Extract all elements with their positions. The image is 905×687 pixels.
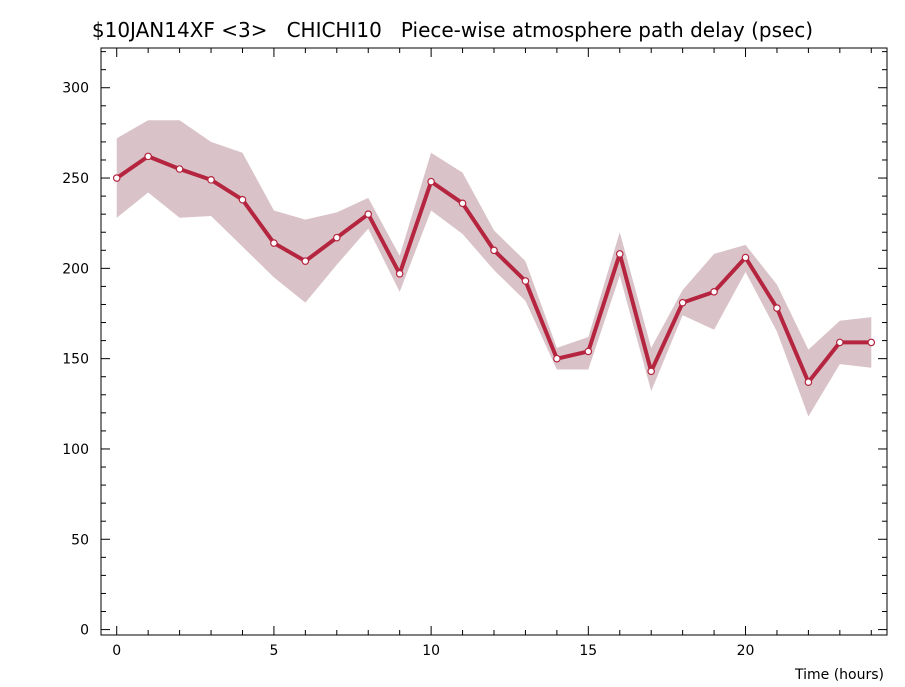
data-point <box>332 233 341 242</box>
data-point <box>710 288 718 296</box>
x-tick-label: 0 <box>112 643 121 659</box>
x-tick-label: 15 <box>579 643 597 659</box>
y-tick-label: 150 <box>62 352 89 368</box>
data-point <box>867 338 876 347</box>
y-tick-label: 200 <box>62 261 89 277</box>
data-point <box>144 152 152 161</box>
y-tick-label: 0 <box>80 623 89 639</box>
chart-title: $10JAN14XF <3> CHICHI10 Piece-wise atmos… <box>91 18 814 42</box>
data-point <box>395 269 404 278</box>
data-point <box>490 246 498 255</box>
data-point <box>175 165 184 173</box>
data-point <box>521 277 530 285</box>
data-point <box>427 177 435 186</box>
data-point <box>553 354 561 363</box>
data-point <box>804 378 813 386</box>
plot-frame <box>100 47 888 636</box>
data-point <box>836 338 844 347</box>
data-point <box>112 174 121 182</box>
error-band <box>116 120 872 417</box>
x-axis-label: Time (hours) <box>794 667 884 683</box>
x-tick-label: 10 <box>422 643 440 659</box>
series-points <box>112 152 876 386</box>
data-point <box>615 250 624 258</box>
data-point <box>301 257 310 265</box>
data-point <box>678 298 687 307</box>
y-tick-label: 250 <box>62 171 89 187</box>
axis-ticks <box>101 48 887 635</box>
data-point <box>458 199 467 208</box>
data-point <box>238 195 247 204</box>
data-point <box>647 367 656 376</box>
y-tick-label: 300 <box>62 81 89 97</box>
data-point <box>584 347 593 356</box>
y-tick-label: 50 <box>71 532 89 548</box>
data-point <box>773 304 781 312</box>
error-band-area <box>116 120 872 417</box>
x-tick-label: 5 <box>269 643 278 659</box>
data-point <box>207 176 215 184</box>
data-point <box>741 253 750 262</box>
y-tick-label: 100 <box>62 442 89 458</box>
x-tick-label: 20 <box>737 643 755 659</box>
data-point <box>364 210 373 218</box>
data-point <box>270 239 278 247</box>
